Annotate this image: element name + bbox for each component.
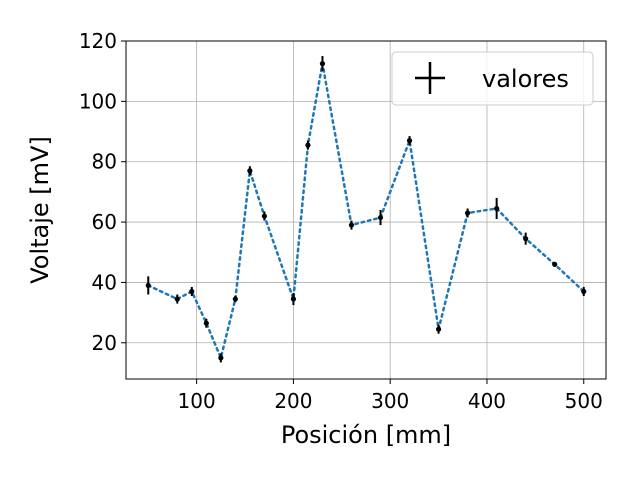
data-point — [552, 261, 558, 267]
series-line — [147, 63, 585, 362]
data-point — [581, 288, 587, 295]
data-point — [232, 296, 238, 302]
ticks: 100 200 300 400 500 20 40 60 80 100 120 — [79, 29, 603, 413]
data-point — [174, 296, 180, 302]
data-point — [523, 236, 529, 242]
y-tick-label: 100 — [79, 89, 117, 113]
data-point — [319, 61, 326, 67]
data-point — [145, 282, 151, 289]
x-tick-label: 100 — [178, 389, 216, 413]
data-point — [203, 320, 209, 326]
data-point — [247, 168, 253, 174]
x-tick-label: 500 — [565, 389, 603, 413]
legend-box — [391, 51, 594, 106]
x-tick-label: 200 — [274, 389, 312, 413]
data-point — [348, 222, 355, 228]
x-tick-label: 300 — [371, 389, 409, 413]
data-point — [189, 288, 195, 295]
x-tick-label: 400 — [468, 389, 506, 413]
data-point — [406, 137, 413, 144]
legend: valores — [391, 51, 594, 106]
data-point — [377, 214, 384, 221]
data-point — [218, 355, 224, 361]
data-point — [290, 296, 297, 302]
y-axis-title: Voltaje [mV] — [26, 136, 54, 284]
y-tick-label: 120 — [79, 29, 117, 53]
y-tick-label: 80 — [92, 150, 117, 174]
legend-label: valores — [482, 65, 569, 93]
data-point — [435, 326, 442, 332]
data-layer — [145, 56, 587, 363]
data-point — [494, 205, 500, 212]
x-axis-title: Posición [mm] — [281, 421, 451, 449]
legend-marker — [415, 62, 445, 94]
y-tick-label: 20 — [92, 331, 117, 355]
plot-frame — [125, 40, 607, 380]
y-tick-label: 60 — [92, 210, 117, 234]
data-point — [465, 210, 471, 216]
y-tick-label: 40 — [92, 270, 117, 294]
data-point — [261, 213, 267, 219]
data-point — [305, 142, 311, 148]
